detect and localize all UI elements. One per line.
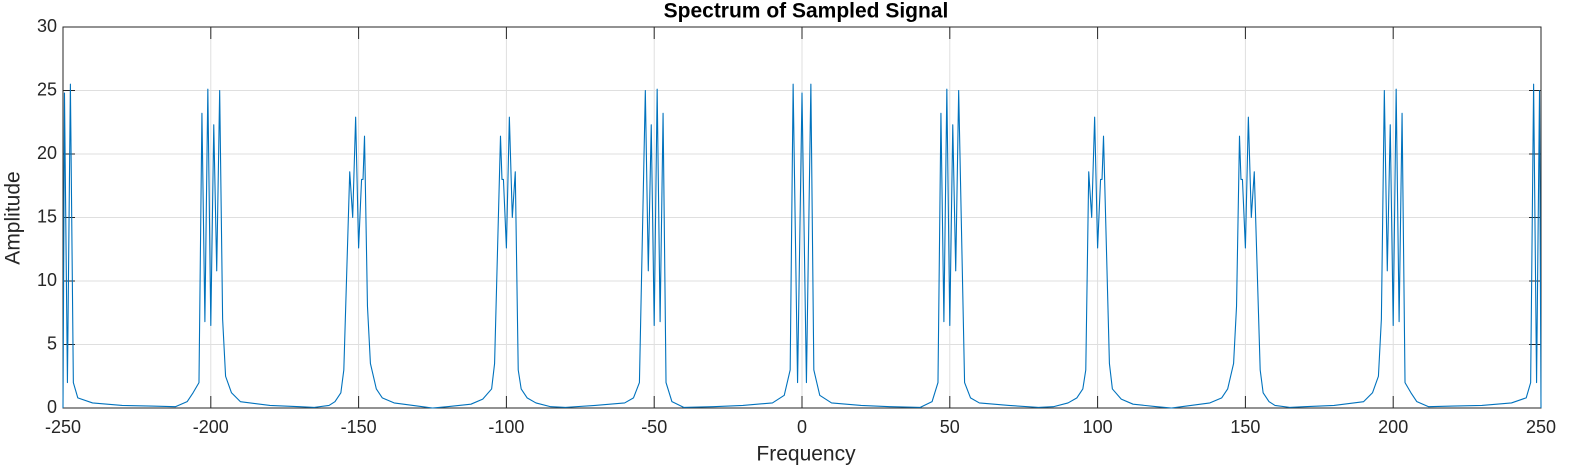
- x-tick-label: -200: [193, 417, 229, 437]
- x-tick-label: -250: [45, 417, 81, 437]
- y-tick-label: 5: [47, 333, 57, 353]
- y-tick-label: 30: [37, 16, 57, 36]
- x-tick-label: 250: [1526, 417, 1556, 437]
- x-tick-label: 0: [797, 417, 807, 437]
- x-tick-label: 100: [1083, 417, 1113, 437]
- x-axis-label: Frequency: [756, 443, 856, 466]
- y-tick-label: 10: [37, 270, 57, 290]
- x-tick-label: -100: [488, 417, 524, 437]
- plot-frame: [62, 26, 1542, 409]
- chart-title: Spectrum of Sampled Signal: [664, 0, 949, 23]
- x-tick-label: -50: [641, 417, 667, 437]
- x-tick-label: -150: [341, 417, 377, 437]
- y-axis-label: Amplitude: [2, 171, 25, 264]
- y-tick-label: 0: [47, 397, 57, 417]
- y-tick-label: 15: [37, 206, 57, 226]
- x-tick-label: 200: [1378, 417, 1408, 437]
- x-tick-label: 150: [1230, 417, 1260, 437]
- series-line: [62, 83, 1542, 409]
- y-tick-label: 25: [37, 79, 57, 99]
- y-tick-label: 20: [37, 143, 57, 163]
- x-tick-label: 50: [940, 417, 960, 437]
